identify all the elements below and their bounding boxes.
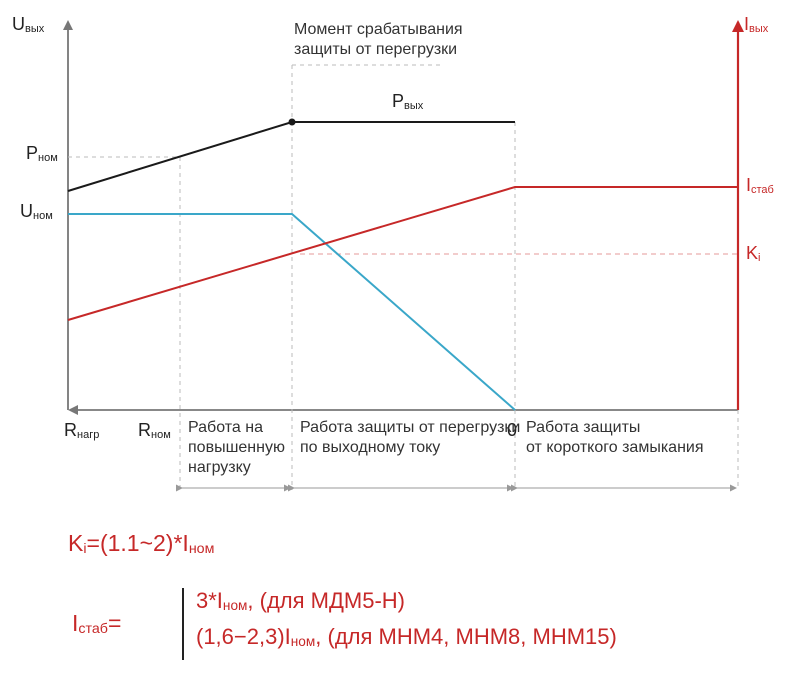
zero-label: 0 [507,420,517,440]
istab-formula-bar [182,588,184,660]
u-axis-label: Uвых [12,14,45,35]
zone-3-line-2: от короткого замыкания [526,439,704,456]
r-load-label: Rнагр [64,420,99,441]
p-out-label: Pвых [392,91,424,112]
ki-formula: Ki=(1.1~2)*Iном [68,530,215,558]
protection-characteristic-diagram: Uвых Iвых Rнагр Rном 0 Pном Uном Pвых Iс… [12,14,774,492]
p-nom-label: Pном [26,143,58,164]
zone-1-line-2: повышенную [188,439,285,456]
i-stab-label: Iстаб [746,175,774,196]
u-nom-label: Uном [20,201,53,222]
r-nom-label: Rном [138,420,171,441]
trigger-annotation-line-1: Момент срабатывания [294,21,463,38]
trigger-annotation-line-2: защиты от перегрузки [294,41,457,58]
zone-1-line-1: Работа на [188,419,263,436]
i-axis-label: Iвых [744,14,769,35]
zone-2-line-2: по выходному току [300,439,440,456]
output-voltage-curve [68,213,516,411]
zone-2-line-1: Работа защиты от перегрузки [300,419,520,436]
istab-formula-case-2: (1,6−2,3)Iном, (для МНМ4, МНМ8, МНМ15) [196,624,617,650]
istab-formula: Iстаб= 3*Iном, (для МДМ5-Н) (1,6−2,3)Iно… [72,588,617,668]
zone-3-line-1: Работа защиты [526,419,640,436]
istab-formula-label: Iстаб= [72,610,122,638]
output-current-curve [67,186,738,321]
istab-formula-case-1: 3*Iном, (для МДМ5-Н) [196,588,405,614]
trigger-point [288,118,296,126]
zone-1-line-3: нагрузку [188,459,251,476]
ki-label: Ki [746,243,760,264]
